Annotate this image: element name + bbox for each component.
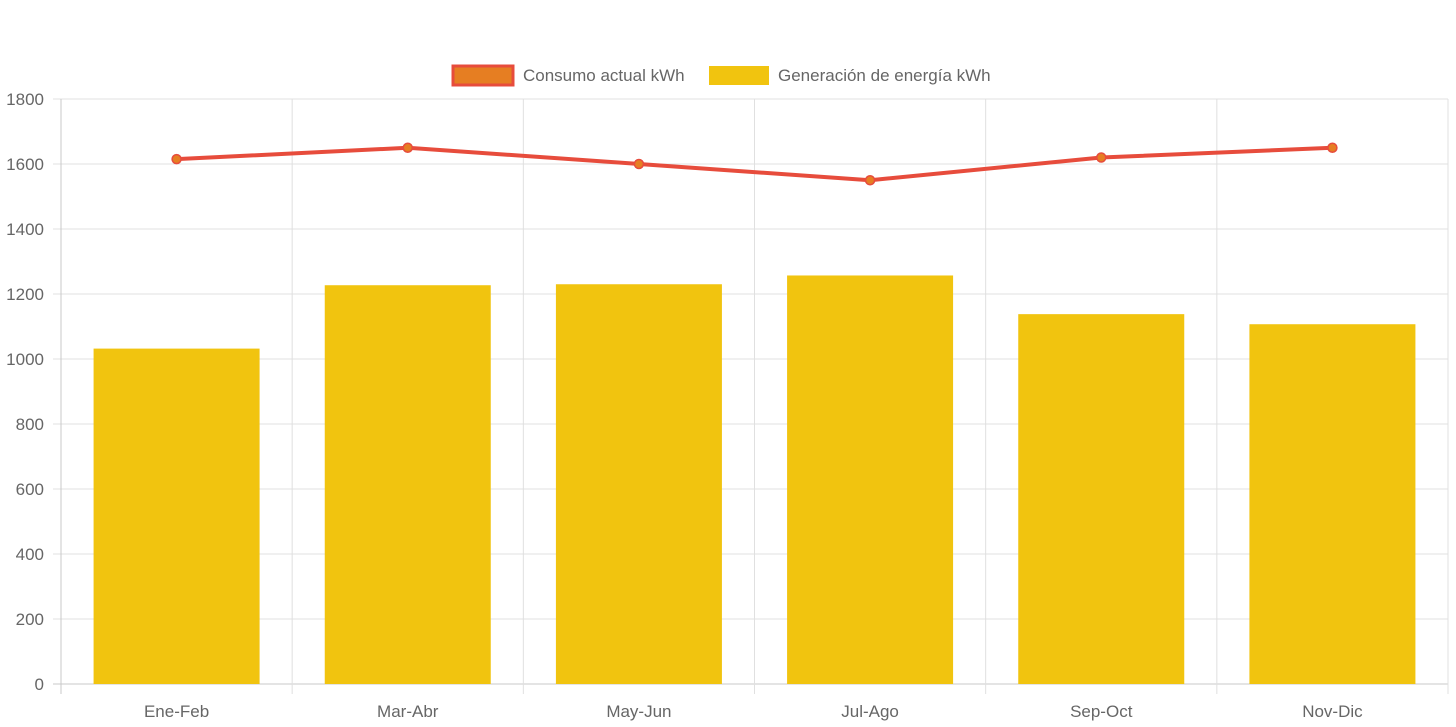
- consumo-point-sep-oct[interactable]: [1096, 152, 1107, 163]
- bar-ene-feb[interactable]: [93, 348, 260, 684]
- legend: Consumo actual kWh Generación de energía…: [451, 64, 991, 87]
- x-tick-label: Nov-Dic: [1302, 702, 1363, 721]
- legend-swatch-consumo: [451, 64, 515, 87]
- y-tick-label: 1800: [6, 90, 44, 109]
- y-tick-label: 0: [35, 675, 44, 694]
- consumo-point-ene-feb[interactable]: [171, 153, 182, 165]
- legend-label-generacion: Generación de energía kWh: [778, 66, 991, 85]
- bar-nov-dic[interactable]: [1249, 324, 1416, 684]
- y-tick-label: 1400: [6, 220, 44, 239]
- legend-item-generacion[interactable]: Generación de energía kWh: [709, 66, 991, 85]
- legend-swatch-generacion: [709, 66, 769, 85]
- line-series: [171, 142, 1338, 186]
- y-tick-label: 1000: [6, 350, 44, 369]
- consumo-point-mar-abr[interactable]: [402, 142, 413, 153]
- y-tick-label: 200: [16, 610, 44, 629]
- x-tick-label: Ene-Feb: [144, 702, 209, 721]
- y-tick-label: 400: [16, 545, 44, 564]
- consumo-line: [176, 145, 1333, 183]
- x-tick-label: Jul-Ago: [841, 702, 899, 721]
- x-tick-label: Mar-Abr: [377, 702, 439, 721]
- x-tick-label: Sep-Oct: [1070, 702, 1133, 721]
- legend-item-consumo[interactable]: Consumo actual kWh: [451, 64, 685, 87]
- consumo-point-may-jun[interactable]: [633, 158, 645, 170]
- y-tick-label: 800: [16, 415, 44, 434]
- legend-label-consumo: Consumo actual kWh: [523, 66, 685, 85]
- bar-sep-oct[interactable]: [1018, 314, 1185, 684]
- consumo-point-jul-ago[interactable]: [864, 175, 876, 186]
- bar-may-jun[interactable]: [555, 284, 722, 684]
- x-tick-label: May-Jun: [606, 702, 671, 721]
- y-tick-label: 1200: [6, 285, 44, 304]
- grid: [53, 98, 1449, 694]
- bar-jul-ago[interactable]: [787, 275, 954, 684]
- bar-series: [93, 275, 1416, 684]
- axes: 0 200 400 600 800 1000 1200 1400 1600 1800 Ene-Feb…: [6, 90, 1363, 721]
- y-tick-label: 1600: [6, 155, 44, 174]
- bar-mar-abr[interactable]: [324, 285, 491, 684]
- y-tick-label: 600: [16, 480, 44, 499]
- consumo-point-nov-dic[interactable]: [1327, 142, 1338, 153]
